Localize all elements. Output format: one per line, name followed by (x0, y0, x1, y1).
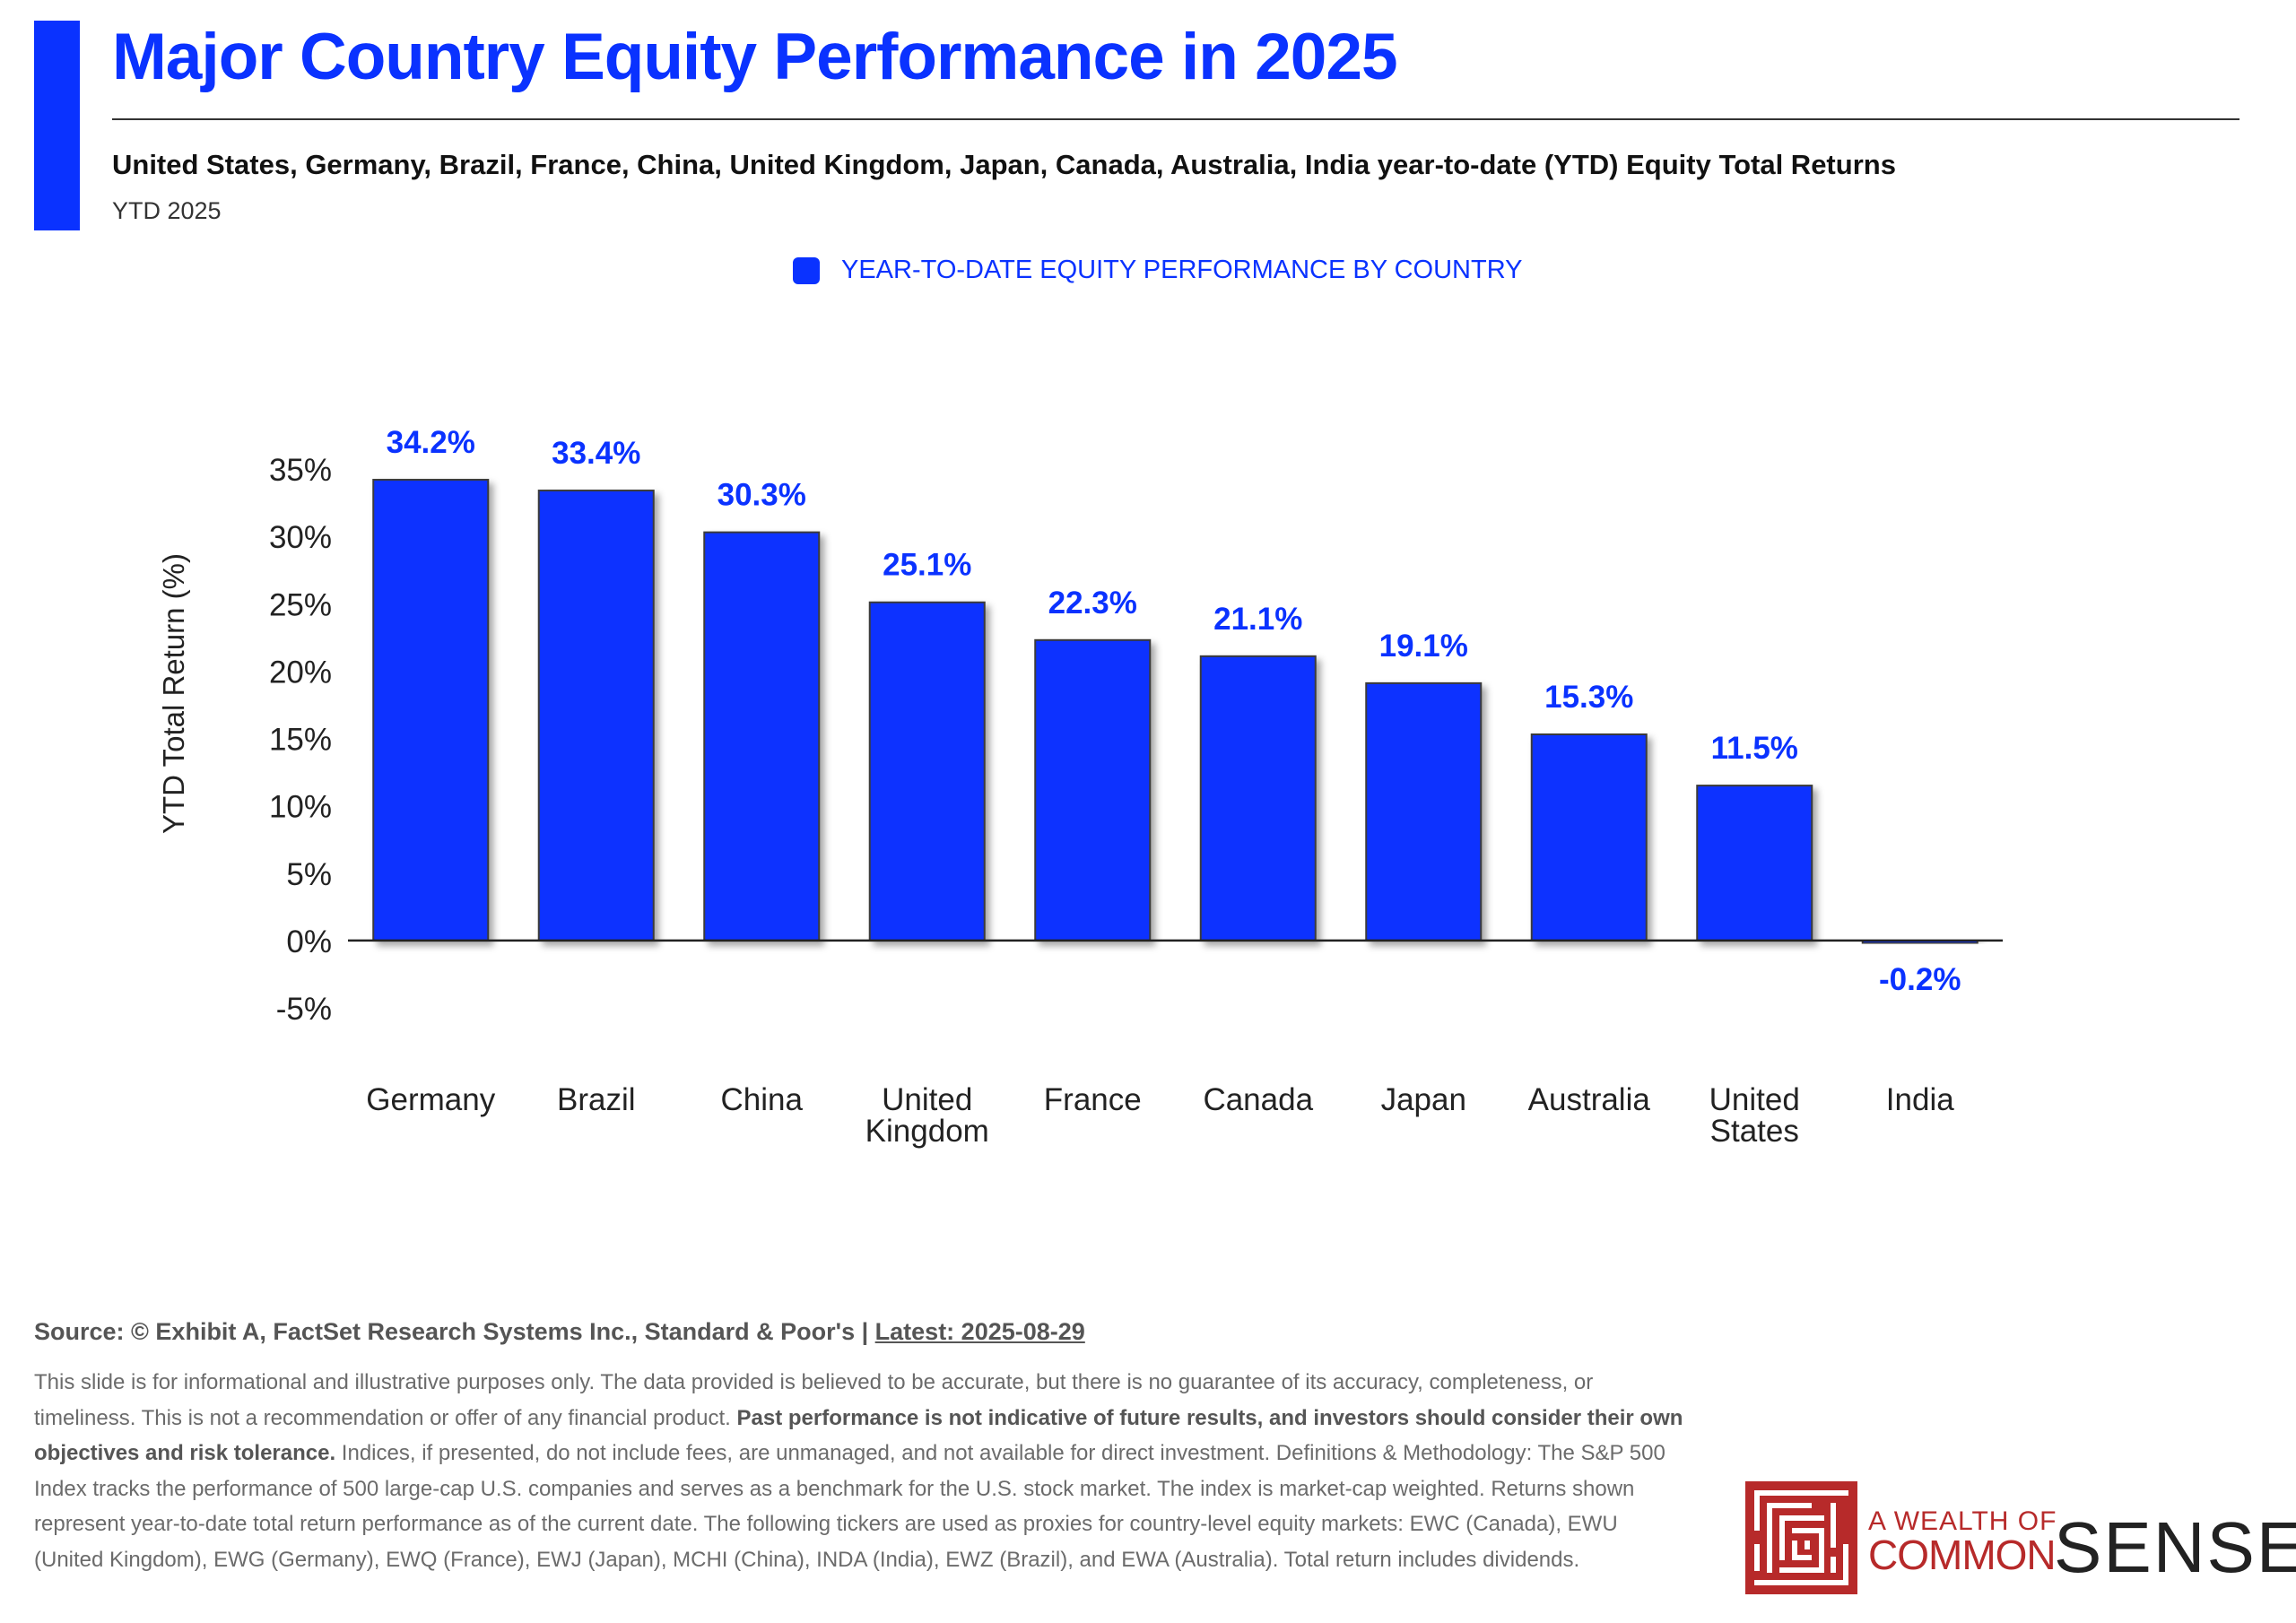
x-tick-label: Australia (1528, 1082, 1651, 1117)
x-tick-label: Japan (1381, 1082, 1466, 1117)
x-tick-label: United (1709, 1082, 1800, 1117)
bar (1696, 785, 1813, 942)
source-text: Source: © Exhibit A, FactSet Research Sy… (34, 1318, 875, 1345)
data-label: 15.3% (1544, 680, 1633, 715)
y-axis-title: YTD Total Return (%) (157, 553, 190, 834)
y-tick-label: 5% (286, 857, 332, 892)
bar (372, 479, 490, 942)
y-tick-label: 25% (269, 587, 332, 622)
data-label: 19.1% (1379, 629, 1468, 664)
y-tick-label: 10% (269, 790, 332, 825)
page-title: Major Country Equity Performance in 2025 (112, 21, 1398, 93)
x-tick-label: China (721, 1082, 804, 1117)
y-tick-label: 35% (269, 453, 332, 488)
y-tick-label: 0% (286, 924, 332, 959)
bar (868, 601, 986, 942)
x-tick-label: India (1886, 1082, 1954, 1117)
x-tick-label: Kingdom (865, 1114, 989, 1149)
x-tick-label: Germany (366, 1082, 495, 1117)
data-label: 22.3% (1048, 586, 1137, 621)
x-tick-label: States (1710, 1114, 1799, 1149)
bar (1530, 733, 1648, 942)
bar (703, 531, 821, 942)
latest-date-link[interactable]: Latest: 2025-08-29 (874, 1318, 1085, 1345)
legend-label: YEAR-TO-DATE EQUITY PERFORMANCE BY COUNT… (841, 256, 1523, 284)
disclaimer-bold: Past performance is not indicative of fu… (34, 1405, 1683, 1466)
y-tick-label: -5% (276, 992, 332, 1027)
x-tick-label: France (1044, 1082, 1142, 1117)
data-label: -0.2% (1879, 962, 1961, 997)
data-label: 33.4% (552, 436, 640, 471)
y-tick-label: 30% (269, 520, 332, 555)
logo-text-line2: COMMON (1868, 1532, 2057, 1578)
disclaimer: This slide is for informational and illu… (34, 1365, 1684, 1577)
disclaimer-text-1: This slide is for informational and illu… (34, 1370, 1594, 1430)
maze-logo-icon (1745, 1481, 1857, 1594)
chart-legend: YEAR-TO-DATE EQUITY PERFORMANCE BY COUNT… (793, 256, 1522, 285)
data-label: 34.2% (387, 425, 475, 460)
accent-bar (34, 21, 80, 230)
bar (537, 490, 655, 942)
logo-text-line1: A WEALTH OF (1868, 1506, 2057, 1536)
disclaimer-text-2: Indices, if presented, do not include fe… (34, 1441, 1665, 1572)
logo-text-line3: SENSE (2054, 1507, 2296, 1587)
x-tick-label: United (882, 1082, 972, 1117)
data-label: 25.1% (883, 548, 971, 583)
period-label: YTD 2025 (112, 197, 222, 224)
title-divider (112, 118, 2239, 120)
bar (1034, 638, 1152, 942)
bar (1365, 681, 1483, 942)
x-tick-label: Brazil (557, 1082, 636, 1117)
chart-subtitle: United States, Germany, Brazil, France, … (112, 149, 1896, 180)
y-tick-label: 20% (269, 655, 332, 690)
y-tick-label: 15% (269, 723, 332, 758)
legend-swatch (793, 256, 820, 284)
bar (1199, 655, 1317, 942)
bar-chart: 35% 30% 25% 20% 15% 10% 5% 0% -5% YTD Total Retur… (157, 425, 2003, 1149)
x-tick-label: Canada (1203, 1082, 1313, 1117)
data-label: 21.1% (1213, 602, 1302, 637)
source-note: Source: © Exhibit A, FactSet Research Sy… (34, 1318, 1085, 1346)
data-label: 11.5% (1711, 731, 1798, 766)
data-label: 30.3% (718, 478, 806, 513)
